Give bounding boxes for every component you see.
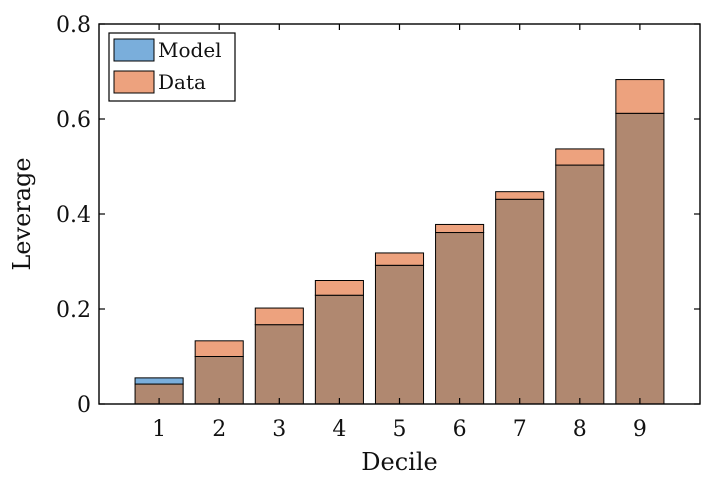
y-tick-label-2: 0.4 bbox=[56, 203, 91, 228]
bar-overlap-8 bbox=[555, 164, 605, 405]
bar-overlap-5 bbox=[374, 264, 425, 405]
x-tick-label-4: 4 bbox=[332, 417, 346, 442]
bar-data-4 bbox=[314, 280, 364, 296]
y-axis-label: Leverage bbox=[8, 157, 36, 270]
x-tick-label-2: 2 bbox=[212, 417, 226, 442]
bar-overlap-3 bbox=[254, 324, 304, 405]
bar-data-6 bbox=[435, 223, 485, 234]
legend-swatch-model bbox=[113, 38, 155, 62]
x-tick-label-9: 9 bbox=[633, 417, 647, 442]
bar-data-8 bbox=[555, 148, 605, 166]
legend-swatch-data bbox=[113, 70, 155, 94]
y-tick-label-0: 0 bbox=[77, 393, 91, 418]
bar-data-5 bbox=[374, 252, 425, 266]
bar-overlap-9 bbox=[615, 112, 665, 405]
legend-label-data: Data bbox=[158, 70, 206, 94]
y-tick-label-4: 0.8 bbox=[56, 13, 91, 38]
y-tick-label-1: 0.2 bbox=[56, 298, 91, 323]
legend: Model Data bbox=[108, 32, 236, 102]
x-tick-label-5: 5 bbox=[393, 417, 407, 442]
plot-frame bbox=[98, 23, 701, 405]
y-tick-label-3: 0.6 bbox=[56, 108, 91, 133]
x-tick-label-6: 6 bbox=[453, 417, 467, 442]
axes-layer bbox=[98, 23, 701, 405]
bar-overlap-6 bbox=[435, 232, 485, 405]
bars-layer bbox=[134, 79, 665, 405]
legend-label-model: Model bbox=[158, 38, 222, 62]
x-tick-label-8: 8 bbox=[573, 417, 587, 442]
bar-data-9 bbox=[615, 79, 665, 114]
bar-overlap-2 bbox=[194, 356, 244, 405]
bar-overlap-4 bbox=[314, 294, 364, 405]
bar-data-2 bbox=[194, 340, 244, 358]
x-tick-label-3: 3 bbox=[272, 417, 286, 442]
bar-data-3 bbox=[254, 307, 304, 326]
x-axis-label: Decile bbox=[361, 448, 437, 475]
ticks-layer: 1 2 3 4 5 6 7 8 9 0 0.2 0.4 0.6 0.8 bbox=[56, 13, 647, 442]
bar-data-7 bbox=[495, 191, 545, 200]
x-tick-label-1: 1 bbox=[152, 417, 166, 442]
x-tick-label-7: 7 bbox=[513, 417, 527, 442]
bar-overlap-7 bbox=[495, 198, 545, 405]
bar-model-1 bbox=[134, 377, 184, 385]
